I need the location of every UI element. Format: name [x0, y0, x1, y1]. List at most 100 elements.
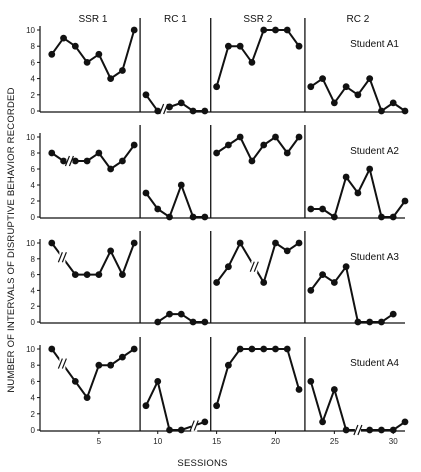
data-point: [389, 426, 397, 434]
data-point: [142, 91, 150, 99]
data-point: [177, 310, 185, 318]
x-tick-label: 25: [330, 437, 339, 446]
break-mark: [68, 155, 74, 167]
break-mark: [193, 420, 199, 431]
series-line: [215, 29, 300, 87]
data-point: [166, 213, 173, 221]
data-point: [201, 213, 209, 221]
data-point: [248, 157, 256, 165]
data-point: [130, 141, 138, 149]
break-mark: [357, 424, 363, 436]
y-tick-label: 6: [31, 377, 36, 386]
data-point: [95, 50, 103, 58]
data-point: [378, 426, 385, 434]
data-point: [107, 247, 115, 255]
data-point: [201, 318, 209, 326]
break-mark: [64, 155, 70, 167]
panel-1: 0 2 4 6 8 10 Student A1: [26, 18, 409, 116]
y-tick-label: 0: [31, 318, 36, 327]
y-tick-label: 10: [26, 239, 35, 248]
student-label: Student A4: [350, 358, 399, 369]
phase-label: RC 2: [347, 14, 370, 25]
data-point: [354, 189, 362, 197]
data-point: [95, 149, 103, 157]
data-point: [119, 67, 126, 74]
data-point: [307, 205, 315, 213]
y-tick-label: 4: [31, 286, 36, 295]
data-point: [342, 83, 350, 91]
x-tick-label: 30: [389, 437, 398, 446]
data-point: [48, 345, 56, 353]
series-line: [145, 182, 205, 219]
data-point: [272, 133, 279, 141]
y-tick-label: 0: [31, 213, 36, 222]
data-point: [260, 26, 268, 34]
data-point: [177, 99, 185, 107]
data-point: [213, 83, 221, 91]
data-point: [389, 99, 397, 107]
data-point: [401, 418, 409, 426]
y-tick-label: 4: [31, 394, 36, 403]
panel-3: 0 2 4 6 8 10 Student A3: [26, 231, 405, 327]
data-point: [319, 271, 326, 278]
data-point: [248, 59, 256, 66]
data-point: [224, 361, 232, 369]
data-point: [83, 271, 91, 278]
data-point: [283, 26, 291, 34]
data-point: [201, 107, 209, 115]
break-mark: [189, 420, 195, 431]
data-point: [389, 213, 397, 221]
data-point: [342, 426, 350, 434]
data-point: [260, 345, 268, 353]
data-point: [236, 133, 244, 141]
phase-label: SSR 1: [79, 14, 108, 25]
data-point: [330, 99, 338, 107]
data-point: [142, 402, 150, 410]
data-point: [119, 157, 126, 165]
break-mark: [61, 251, 67, 263]
data-point: [295, 133, 303, 141]
break-gap: [251, 260, 258, 273]
data-point: [283, 345, 291, 353]
y-tick-label: 10: [26, 26, 35, 35]
data-point: [295, 386, 303, 393]
data-point: [330, 386, 338, 393]
data-point: [378, 318, 385, 326]
phase-labels: SSR 1 RC 1 SSR 2 RC 2: [79, 14, 370, 25]
data-point: [260, 141, 268, 149]
data-point: [283, 247, 291, 255]
data-point: [154, 107, 162, 115]
data-point: [189, 213, 197, 221]
data-point: [166, 310, 173, 318]
student-label: Student A1: [350, 39, 399, 50]
data-point: [48, 149, 56, 157]
x-tick-label: 20: [271, 437, 280, 446]
data-point: [224, 263, 232, 271]
break-mark: [253, 261, 259, 272]
data-point: [71, 378, 79, 385]
data-point: [378, 213, 385, 221]
data-point: [272, 26, 279, 34]
data-point: [177, 181, 185, 189]
break-gap: [59, 357, 66, 370]
data-point: [189, 107, 197, 115]
series-line: [145, 94, 205, 113]
data-point: [166, 426, 173, 434]
data-point: [260, 279, 268, 286]
data-point: [107, 361, 115, 369]
data-point: [83, 394, 91, 401]
data-point: [166, 103, 173, 111]
break-mark: [57, 251, 63, 263]
data-point: [71, 42, 79, 50]
break-mark: [61, 358, 67, 369]
data-point: [83, 157, 91, 165]
data-point: [107, 75, 115, 82]
x-tick-label: 5: [97, 437, 102, 446]
y-tick-label: 2: [31, 302, 36, 311]
y-axis-title: NUMBER OF INTERVALS OF DISRUPTIVE BEHAVI…: [6, 87, 17, 392]
data-point: [213, 279, 221, 286]
series-line: [51, 144, 136, 171]
data-point: [248, 345, 256, 353]
data-point: [107, 165, 115, 173]
phase-label: RC 1: [164, 14, 187, 25]
